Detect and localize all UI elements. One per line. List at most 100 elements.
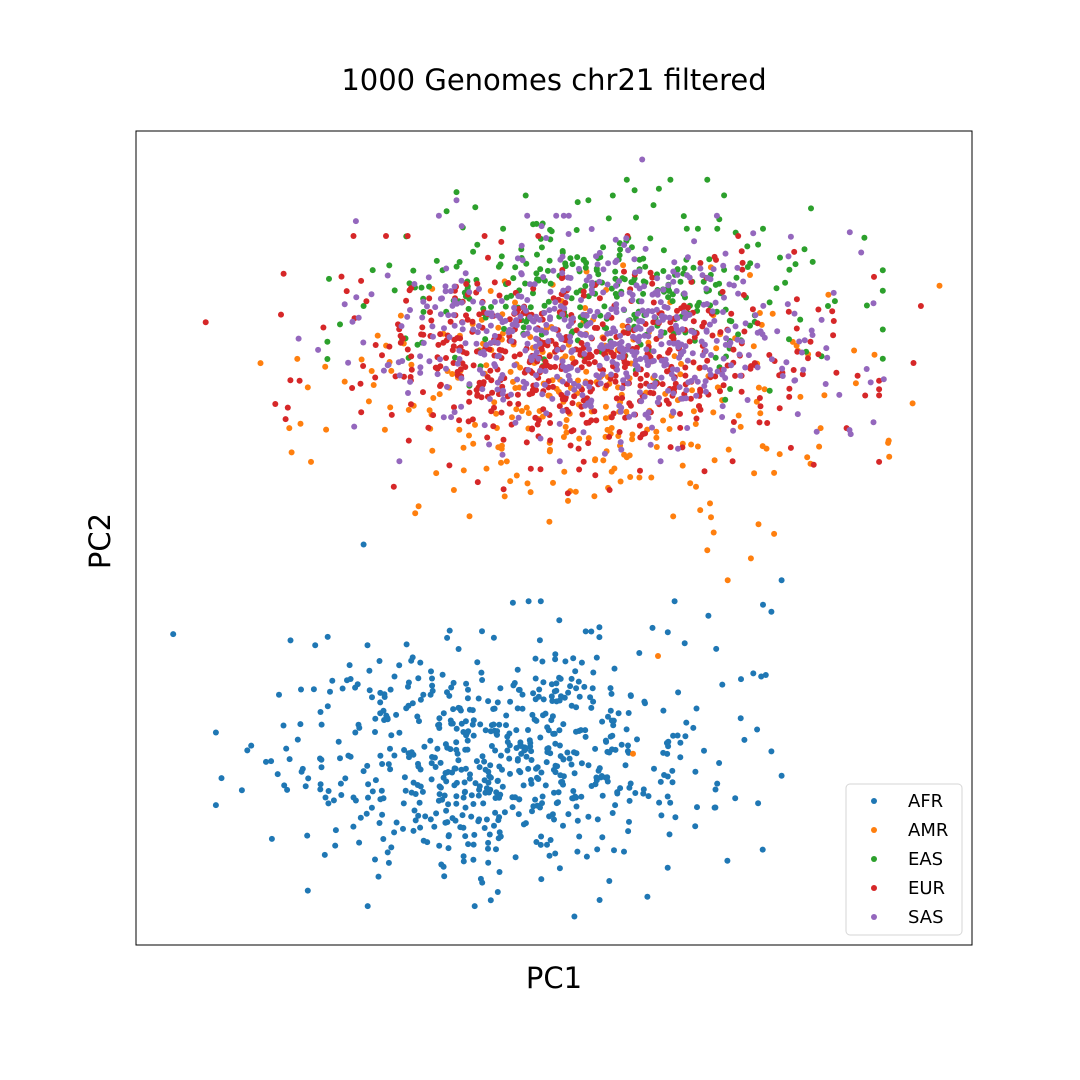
point-afr [532, 675, 539, 682]
point-sas [646, 383, 653, 390]
point-eur [576, 347, 583, 354]
point-eur [550, 383, 556, 390]
point-amr [495, 324, 502, 331]
point-afr [463, 732, 470, 739]
point-sas [624, 373, 631, 380]
point-afr [656, 799, 663, 806]
point-amr [666, 426, 673, 432]
point-eur [538, 346, 545, 353]
point-afr [429, 687, 436, 694]
point-eas [631, 187, 638, 194]
point-afr [476, 764, 483, 771]
point-afr [535, 776, 542, 782]
point-eas [727, 386, 734, 392]
point-sas [567, 338, 574, 345]
point-afr [644, 893, 651, 900]
point-sas [475, 323, 482, 329]
point-afr [570, 788, 577, 794]
point-eur [633, 344, 640, 351]
point-afr [462, 804, 469, 811]
point-afr [536, 686, 543, 693]
point-afr [420, 691, 427, 698]
point-eas [465, 305, 472, 312]
point-afr [634, 736, 640, 743]
point-afr [403, 641, 410, 648]
point-afr [549, 698, 556, 704]
point-afr [460, 853, 467, 860]
point-sas [666, 339, 673, 346]
point-eas [696, 299, 703, 306]
point-sas [686, 274, 693, 281]
point-sas [481, 422, 488, 429]
point-sas [684, 425, 691, 431]
point-sas [586, 383, 593, 390]
point-afr [501, 809, 508, 816]
point-sas [492, 363, 499, 370]
point-afr [456, 705, 463, 712]
point-afr [422, 813, 429, 820]
point-sas [809, 332, 816, 338]
point-afr [503, 712, 510, 719]
point-eur [653, 336, 660, 342]
point-eur [484, 434, 491, 441]
point-sas [542, 368, 549, 374]
point-afr [447, 746, 454, 753]
point-sas [737, 372, 744, 379]
point-afr [529, 808, 535, 815]
point-amr [297, 420, 304, 427]
point-sas [514, 376, 521, 383]
point-afr [324, 703, 331, 710]
point-sas [597, 380, 604, 387]
point-eur [697, 386, 704, 393]
point-sas [411, 281, 418, 287]
point-eur [794, 348, 801, 355]
point-eur [603, 382, 610, 389]
point-amr [498, 459, 504, 466]
point-eur [776, 405, 783, 412]
point-sas [702, 364, 708, 371]
point-eur [552, 363, 558, 370]
point-afr [268, 758, 275, 765]
point-afr [401, 774, 408, 781]
point-eur [487, 367, 494, 374]
point-sas [543, 410, 550, 417]
point-afr [379, 761, 386, 767]
point-sas [760, 302, 767, 309]
point-afr [504, 733, 511, 740]
point-eur [280, 270, 287, 277]
point-amr [493, 410, 500, 417]
point-eas [861, 234, 868, 241]
point-eur [810, 461, 817, 468]
point-afr [402, 787, 409, 794]
point-sas [561, 305, 568, 312]
point-afr [506, 755, 513, 762]
point-afr [578, 793, 585, 800]
point-afr [387, 766, 394, 773]
point-sas [487, 322, 494, 329]
point-sas [462, 340, 469, 347]
point-sas [575, 265, 582, 272]
point-sas [568, 320, 575, 327]
point-sas [518, 271, 525, 278]
point-afr [665, 738, 672, 745]
point-sas [710, 266, 717, 273]
point-sas [727, 339, 734, 346]
point-sas [349, 318, 356, 325]
point-sas [693, 392, 700, 399]
point-afr [719, 681, 726, 688]
point-sas [658, 328, 665, 335]
point-sas [442, 283, 449, 290]
point-sas [556, 420, 563, 427]
point-afr [415, 812, 422, 819]
point-eas [690, 264, 697, 271]
point-eur [541, 363, 548, 370]
point-sas [458, 375, 465, 382]
point-amr [286, 425, 293, 432]
point-sas [651, 372, 658, 379]
point-sas [437, 295, 444, 302]
point-eur [591, 359, 598, 366]
point-afr [474, 659, 481, 666]
point-afr [468, 813, 475, 820]
point-afr [587, 694, 594, 701]
point-afr [664, 793, 671, 800]
